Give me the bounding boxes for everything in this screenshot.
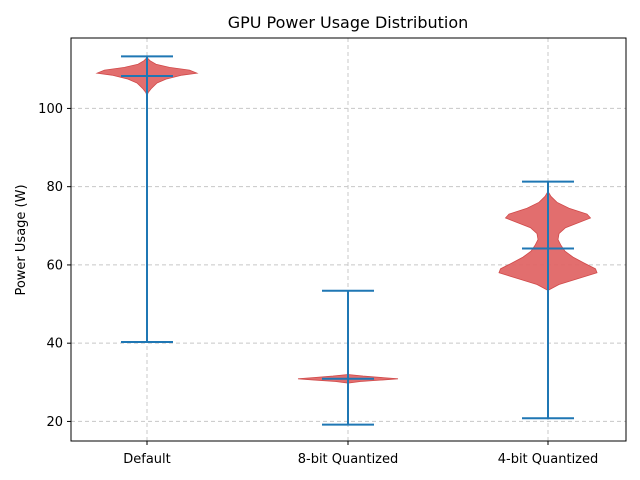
grid-layer [71, 38, 626, 441]
x-tick-label-2: 4-bit Quantized [498, 452, 599, 467]
y-tick-label-40: 40 [46, 337, 63, 352]
y-tick-label-80: 80 [46, 180, 63, 195]
x-tick-label-1: 8-bit Quantized [298, 452, 399, 467]
y-tick-label-100: 100 [38, 102, 63, 117]
x-tick-label-0: Default [123, 452, 171, 467]
axes-layer: 20 40 60 80 100 Default 8-bit Quantized 4-bit Q… [38, 37, 627, 467]
chart-title: GPU Power Usage Distribution [228, 13, 469, 32]
y-tick-label-20: 20 [46, 415, 63, 430]
stat-lines-layer [121, 55, 574, 426]
y-axis-title: Power Usage (W) [14, 184, 29, 295]
y-tick-label-60: 60 [46, 258, 63, 273]
